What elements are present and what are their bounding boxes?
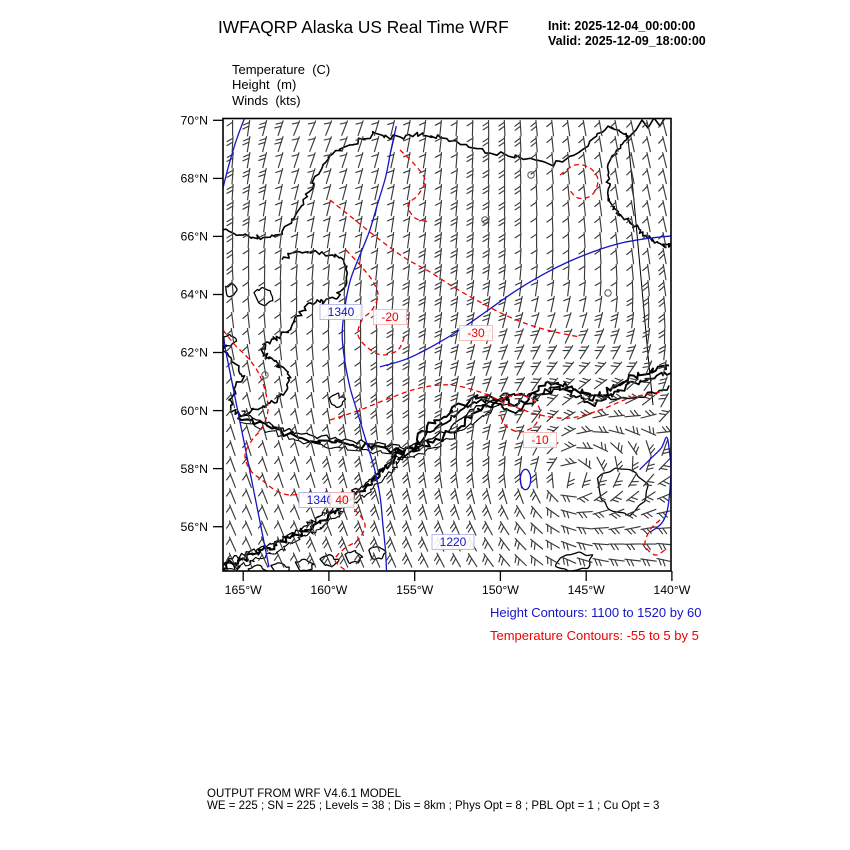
svg-text:56°N: 56°N — [181, 520, 208, 534]
svg-text:62°N: 62°N — [181, 346, 208, 360]
svg-text:70°N: 70°N — [181, 114, 208, 128]
svg-text:40: 40 — [335, 493, 349, 507]
svg-text:64°N: 64°N — [181, 288, 208, 302]
svg-text:66°N: 66°N — [181, 230, 208, 244]
svg-text:150°W: 150°W — [482, 583, 519, 597]
svg-text:60°N: 60°N — [181, 404, 208, 418]
svg-text:-10: -10 — [531, 433, 549, 447]
svg-text:1220: 1220 — [440, 535, 467, 549]
svg-text:165°W: 165°W — [225, 583, 262, 597]
svg-text:58°N: 58°N — [181, 462, 208, 476]
svg-text:140°W: 140°W — [653, 583, 690, 597]
svg-text:-20: -20 — [381, 310, 399, 324]
svg-text:145°W: 145°W — [568, 583, 605, 597]
svg-text:160°W: 160°W — [310, 583, 347, 597]
svg-text:1340: 1340 — [328, 305, 355, 319]
svg-text:68°N: 68°N — [181, 172, 208, 186]
svg-text:-30: -30 — [467, 326, 485, 340]
svg-text:155°W: 155°W — [396, 583, 433, 597]
